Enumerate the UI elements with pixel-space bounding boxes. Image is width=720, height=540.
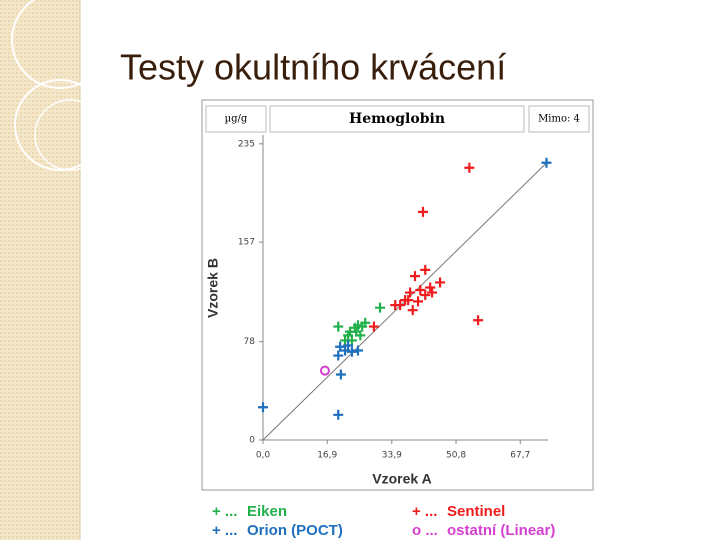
- unit-box: [205, 105, 267, 133]
- x-tick-label: 33,9: [382, 451, 402, 461]
- y-axis-label: Vzorek B: [205, 258, 221, 318]
- point: [375, 302, 386, 313]
- decor-circle: [14, 79, 106, 171]
- decor-strip: [0, 0, 80, 540]
- point: [333, 409, 344, 420]
- point: [360, 317, 371, 328]
- point: [343, 330, 354, 341]
- point: [410, 271, 420, 282]
- point: [413, 296, 424, 307]
- note: Mimo: 4: [538, 114, 580, 125]
- y-tick-label: 235: [238, 139, 255, 149]
- x-tick-label: 67,7: [510, 451, 530, 461]
- legend-label: Eiken: [247, 503, 287, 520]
- y-tick-label: 78: [244, 337, 256, 347]
- title-box: [269, 105, 525, 133]
- legend-label: ostatní (Linear): [447, 522, 555, 539]
- point: [351, 326, 362, 337]
- slide-title: Testy okultního krvácení: [120, 47, 506, 88]
- point: [420, 290, 431, 301]
- point: [473, 315, 484, 326]
- x-tick-label: 50,8: [446, 451, 466, 461]
- legend: + ... Eiken + ... Sentinel + ... Orion (POCT)…: [212, 503, 555, 539]
- legend-prefix: + ...: [412, 503, 437, 520]
- point: [407, 305, 418, 316]
- point: [335, 369, 346, 380]
- point: [258, 402, 268, 413]
- point: [405, 287, 416, 298]
- point: [415, 285, 426, 296]
- x-axis-label: Vzorek A: [372, 471, 431, 487]
- point: [335, 341, 346, 352]
- legend-prefix: o ...: [412, 522, 438, 539]
- point: [346, 346, 357, 357]
- point: [435, 277, 446, 288]
- point: [403, 295, 414, 306]
- decor-circle: [34, 99, 106, 171]
- note-box: [528, 105, 590, 133]
- unit: µg/g: [225, 114, 248, 125]
- point: [420, 264, 431, 275]
- x-tick-label: 0,0: [256, 451, 271, 461]
- x-tick-label: 16,9: [317, 451, 337, 461]
- chart-title: Hemoglobin: [349, 111, 445, 127]
- y-tick-label: 0: [249, 436, 255, 446]
- legend-prefix: + ...: [212, 522, 237, 539]
- decor-circle: [11, 0, 109, 89]
- point: [395, 300, 406, 311]
- legend-label: Sentinel: [447, 503, 505, 520]
- point: [333, 350, 344, 361]
- chart-frame: [201, 99, 594, 491]
- legend-prefix: + ...: [212, 503, 237, 520]
- point: [427, 287, 438, 298]
- point: [425, 282, 436, 293]
- point: [541, 157, 552, 168]
- point: [464, 162, 475, 173]
- point: [353, 345, 363, 356]
- point: [343, 340, 354, 351]
- legend-label: Orion (POCT): [247, 522, 343, 539]
- plot: 0,0 16,9 33,9 50,8 67,7 0 78 157 235: [238, 135, 552, 461]
- point: [368, 321, 379, 332]
- y-tick-label: 157: [238, 238, 255, 248]
- point: [417, 206, 428, 217]
- point: [319, 365, 330, 376]
- point: [340, 335, 351, 346]
- point: [333, 321, 344, 332]
